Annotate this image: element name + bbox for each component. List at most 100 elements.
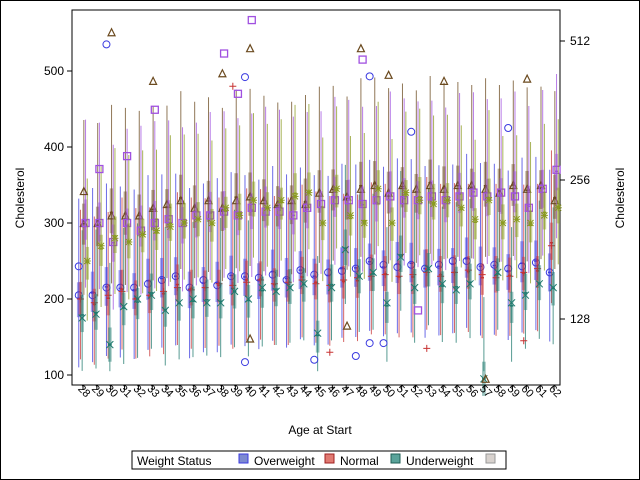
- box: [165, 189, 169, 228]
- y-tick-label: 500: [44, 64, 64, 78]
- mean-marker: [90, 299, 98, 307]
- box: [260, 276, 265, 308]
- box: [454, 266, 458, 304]
- box: [527, 185, 531, 226]
- x-axis-label: Age at Start: [288, 423, 352, 437]
- legend-swatch-overweight: [238, 453, 249, 464]
- box: [263, 186, 268, 228]
- mean-marker: [424, 264, 433, 273]
- legend: Weight Status Overweight Normal Underwei…: [131, 450, 507, 470]
- box: [348, 204, 353, 236]
- box: [121, 292, 126, 326]
- box: [400, 167, 405, 208]
- mean-marker: [452, 286, 461, 294]
- box: [385, 291, 389, 323]
- mean-marker: [507, 298, 516, 307]
- mean-marker: [153, 227, 161, 235]
- mean-marker: [469, 188, 478, 197]
- mean-marker: [492, 274, 500, 282]
- box: [326, 259, 330, 295]
- outlier-marker: [102, 40, 111, 49]
- mean-marker: [552, 165, 561, 174]
- outlier-marker: [79, 186, 89, 196]
- box: [149, 273, 154, 311]
- mean-marker: [549, 283, 558, 292]
- outlier-marker: [522, 73, 532, 83]
- mean-marker: [402, 189, 410, 197]
- legend-title: Weight Status: [137, 454, 211, 468]
- mean-marker: [313, 329, 322, 338]
- outlier-marker: [520, 337, 528, 345]
- mean-marker: [76, 295, 84, 303]
- mean-marker: [243, 278, 251, 286]
- mean-marker: [395, 272, 403, 280]
- legend-label-underweight: Underweight: [406, 454, 474, 468]
- mean-marker: [216, 298, 225, 307]
- mean-marker: [466, 279, 474, 288]
- box: [329, 264, 334, 302]
- mean-marker: [160, 287, 168, 295]
- mean-marker: [430, 200, 438, 208]
- mean-marker: [340, 276, 348, 284]
- y2-axis-label: Cholesterol: [613, 168, 627, 229]
- box: [305, 191, 309, 229]
- box: [191, 286, 195, 319]
- mean-marker: [150, 218, 159, 228]
- box: [371, 258, 375, 292]
- mean-marker: [319, 219, 327, 227]
- mean-marker: [244, 295, 253, 303]
- outlier-marker: [240, 73, 249, 82]
- mean-marker: [83, 257, 91, 265]
- outlier-marker: [95, 164, 104, 174]
- mean-marker: [111, 234, 119, 242]
- mean-marker: [249, 196, 257, 204]
- box: [194, 202, 199, 238]
- box: [398, 235, 403, 273]
- outlier-marker: [240, 358, 249, 367]
- outlier-marker: [233, 89, 243, 98]
- box: [523, 273, 528, 311]
- mean-marker: [81, 218, 90, 228]
- box: [99, 234, 103, 266]
- mean-marker: [97, 242, 105, 250]
- outlier-marker: [310, 355, 319, 364]
- y-tick-label: 100: [44, 368, 64, 382]
- mean-marker: [409, 271, 417, 279]
- outlier-marker: [245, 333, 255, 343]
- outlier-marker: [439, 76, 449, 85]
- mean-marker: [372, 196, 381, 205]
- mean-marker: [201, 284, 209, 292]
- y-axis-label: Cholesterol: [13, 168, 27, 229]
- box: [153, 200, 157, 241]
- mean-marker: [346, 211, 354, 219]
- mean-marker: [427, 192, 437, 201]
- mean-marker: [450, 268, 458, 276]
- outlier-marker: [150, 105, 159, 114]
- mean-marker: [524, 203, 533, 212]
- mean-marker: [506, 272, 514, 280]
- mean-marker: [327, 283, 336, 292]
- mean-marker: [333, 185, 341, 193]
- mean-marker: [455, 192, 464, 201]
- mean-marker: [464, 266, 472, 274]
- outlier-marker: [384, 69, 394, 79]
- mean-marker: [316, 199, 326, 209]
- mean-marker: [229, 281, 237, 289]
- mean-marker: [175, 298, 183, 307]
- legend-swatch-underweight: [390, 453, 401, 464]
- mean-marker: [554, 204, 562, 212]
- mean-marker: [122, 218, 132, 228]
- y-tick-label: 200: [44, 292, 64, 306]
- outlier-marker: [217, 68, 227, 78]
- box: [388, 171, 393, 213]
- box: [135, 287, 140, 320]
- mean-marker: [355, 272, 364, 281]
- mean-marker: [388, 219, 396, 227]
- box: [94, 294, 98, 330]
- y2-tick-label: 256: [570, 173, 590, 187]
- box: [468, 263, 472, 300]
- mean-marker: [437, 272, 445, 280]
- box: [402, 178, 406, 218]
- y2-tick-label: 512: [570, 34, 590, 48]
- mean-marker: [206, 211, 215, 220]
